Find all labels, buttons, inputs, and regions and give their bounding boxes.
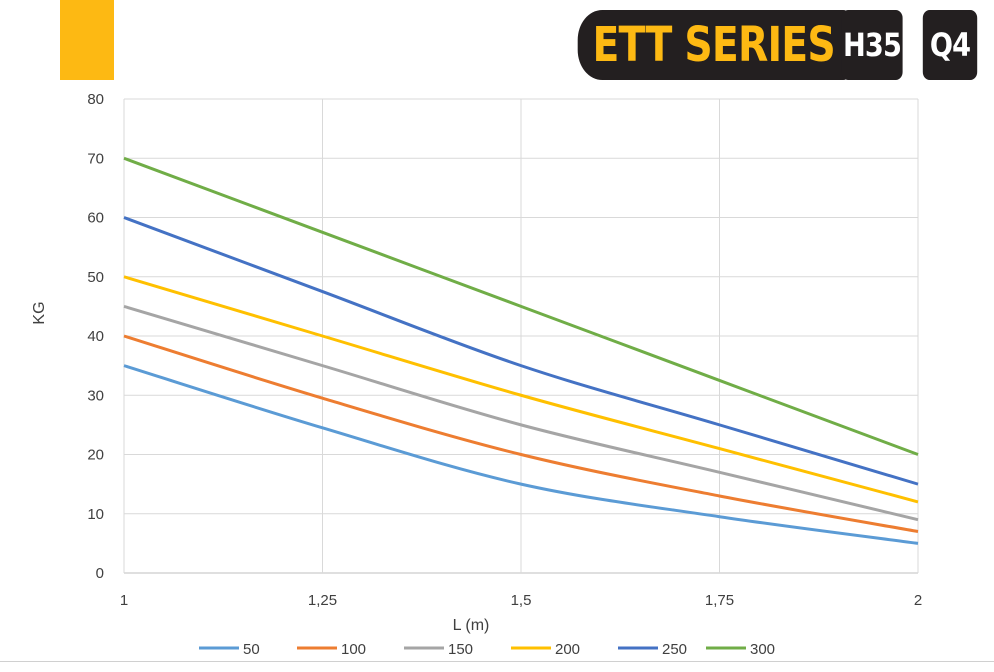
chart-grid (123, 98, 919, 574)
legend-label: 50 (243, 641, 260, 658)
y-tick-label: 80 (87, 91, 104, 108)
legend-label: 150 (448, 641, 473, 658)
series-line-200 (123, 275, 919, 504)
series-badge: ETT SERIES (578, 10, 850, 80)
y-tick-label: 50 (87, 269, 104, 286)
legend-label: 300 (750, 641, 775, 658)
x-axis-ticks: 1 1,25 1,5 1,75 2 (120, 592, 922, 609)
series-line-50 (123, 364, 919, 545)
y-tick-label: 30 (87, 387, 104, 404)
x-tick-label: 2 (914, 592, 922, 609)
model-badge: H35 (841, 10, 903, 80)
x-tick-label: 1,25 (308, 592, 337, 609)
brand-accent-bar (60, 0, 114, 80)
y-tick-label: 70 (87, 150, 104, 167)
series-line-150 (123, 304, 919, 522)
variant-badge: Q4 (922, 10, 978, 80)
legend-label: 100 (341, 641, 366, 658)
y-tick-label: 20 (87, 447, 104, 464)
series-line-100 (123, 334, 919, 534)
x-tick-label: 1,75 (705, 592, 734, 609)
x-tick-label: 1,5 (511, 592, 532, 609)
footer-divider (0, 661, 994, 662)
series-lines (123, 156, 919, 545)
x-tick-label: 1 (120, 592, 128, 609)
y-tick-label: 60 (87, 210, 104, 227)
y-axis-title: KG (31, 301, 48, 324)
y-tick-label: 40 (87, 328, 104, 345)
series-line-300 (123, 156, 919, 456)
series-line-250 (123, 216, 919, 486)
x-axis-title: L (m) (453, 617, 490, 634)
chart-legend: 50 100 150 200 250 300 (199, 641, 775, 658)
y-axis-ticks: 0 10 20 30 40 50 60 70 80 (87, 91, 104, 582)
y-tick-label: 0 (96, 565, 104, 582)
series-header: ETT SERIES H35 Q4 (518, 10, 982, 80)
legend-label: 200 (555, 641, 580, 658)
y-tick-label: 10 (87, 506, 104, 523)
legend-label: 250 (662, 641, 687, 658)
